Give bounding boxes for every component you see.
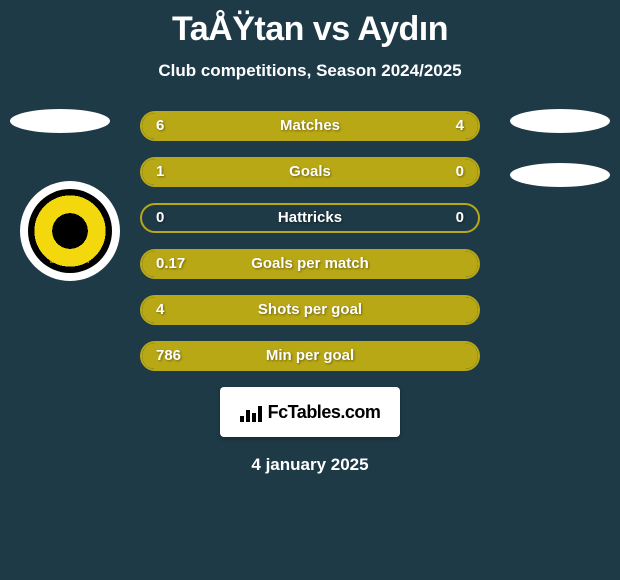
subtitle: Club competitions, Season 2024/2025 — [0, 61, 620, 81]
report-date: 4 january 2025 — [0, 455, 620, 475]
logo-text: FcTables.com — [268, 402, 381, 423]
stat-bar: 786Min per goal — [140, 341, 480, 371]
bar-label: Min per goal — [142, 343, 478, 369]
player-right-placeholder-1 — [510, 109, 610, 133]
stat-bar: 6Matches4 — [140, 111, 480, 141]
bar-right-value: 4 — [456, 113, 464, 139]
bar-right-value: 0 — [456, 159, 464, 185]
bars-container: 6Matches41Goals00Hattricks00.17Goals per… — [140, 111, 480, 371]
club-crest-left: MALATYA — [20, 181, 120, 281]
player-right-placeholder-2 — [510, 163, 610, 187]
bar-right-value: 0 — [456, 205, 464, 231]
stat-bar: 4Shots per goal — [140, 295, 480, 325]
comparison-panel: MALATYA 6Matches41Goals00Hattricks00.17G… — [0, 111, 620, 475]
chart-icon — [240, 402, 264, 422]
stat-bar: 0.17Goals per match — [140, 249, 480, 279]
crest-label: MALATYA — [50, 258, 90, 265]
player-left-placeholder — [10, 109, 110, 133]
site-logo: FcTables.com — [220, 387, 400, 437]
stat-bar: 0Hattricks0 — [140, 203, 480, 233]
page-title: TaÅŸtan vs Aydın — [0, 0, 620, 49]
bar-label: Hattricks — [142, 205, 478, 231]
bar-label: Goals — [142, 159, 478, 185]
bar-label: Shots per goal — [142, 297, 478, 323]
stat-bar: 1Goals0 — [140, 157, 480, 187]
bar-label: Matches — [142, 113, 478, 139]
bar-label: Goals per match — [142, 251, 478, 277]
